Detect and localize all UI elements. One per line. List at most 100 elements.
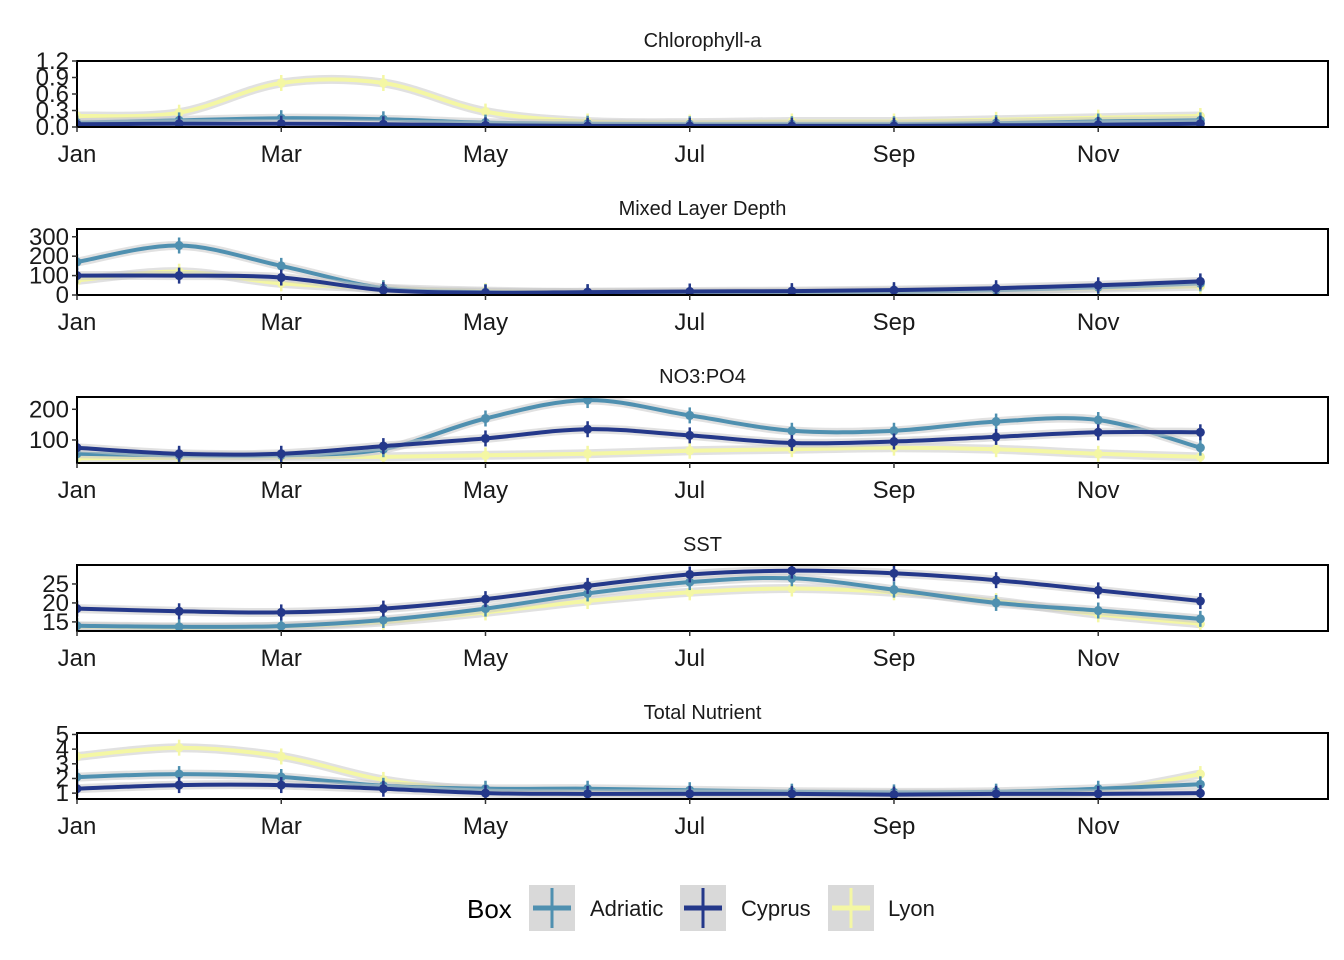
line-mixed-layer-depth-cyprus	[77, 273, 1201, 295]
legend-item-adriatic: Adriatic	[529, 885, 663, 931]
point-no3-po4-cyprus-8	[787, 438, 797, 448]
point-chlorophyll-a-cyprus-6	[583, 121, 593, 127]
point-chlorophyll-a-lyon-4	[378, 78, 388, 88]
panel-title-total-nutrient: Total Nutrient	[644, 702, 762, 724]
point-sst-cyprus-4	[378, 604, 388, 614]
point-total-nutrient-lyon-3	[276, 751, 286, 761]
point-total-nutrient-cyprus-10	[991, 789, 1001, 799]
point-chlorophyll-a-cyprus-7	[685, 121, 695, 127]
point-mixed-layer-depth-cyprus-6	[583, 287, 593, 295]
point-total-nutrient-lyon-2	[174, 743, 184, 753]
x-tick-label-chlorophyll-a: Nov	[1077, 141, 1120, 168]
point-sst-cyprus-7	[685, 569, 695, 579]
plot-area-sst	[77, 565, 1205, 631]
y-tick-label-no3-po4: 200	[29, 396, 69, 423]
legend: Box Adriatic Cyprus Lyon	[467, 885, 935, 931]
panel-border-total-nutrient	[76, 732, 1329, 800]
point-no3-po4-adriatic-6	[583, 397, 593, 405]
point-total-nutrient-adriatic-12	[1195, 779, 1205, 789]
panel-title-no3-po4: NO3:PO4	[659, 366, 746, 388]
point-mixed-layer-depth-cyprus-5	[480, 288, 490, 295]
point-sst-cyprus-3	[276, 607, 286, 617]
point-sst-cyprus-9	[889, 568, 899, 578]
x-tick-label-chlorophyll-a: Sep	[873, 141, 916, 168]
point-chlorophyll-a-cyprus-11	[1093, 120, 1103, 127]
point-sst-cyprus-12	[1195, 596, 1205, 606]
panel-title-mixed-layer-depth: Mixed Layer Depth	[619, 198, 787, 220]
x-tick-label-chlorophyll-a: Mar	[261, 141, 302, 168]
point-total-nutrient-cyprus-7	[685, 789, 695, 799]
legend-label-adriatic: Adriatic	[590, 896, 663, 921]
y-tick-label-total-nutrient: 4	[56, 736, 69, 763]
point-total-nutrient-cyprus-1	[77, 784, 82, 794]
y-tick-label-no3-po4: 100	[29, 427, 69, 454]
x-tick-label-total-nutrient: Nov	[1077, 813, 1120, 840]
y-tick-label-mixed-layer-depth: 0	[56, 282, 69, 309]
point-sst-adriatic-9	[889, 585, 899, 595]
point-mixed-layer-depth-cyprus-12	[1195, 276, 1205, 286]
point-no3-po4-cyprus-1	[77, 443, 82, 453]
point-total-nutrient-lyon-1	[77, 751, 82, 761]
point-no3-po4-adriatic-12	[1195, 443, 1205, 453]
point-total-nutrient-adriatic-2	[174, 769, 184, 779]
x-tick-label-no3-po4: Jan	[58, 477, 97, 504]
point-total-nutrient-cyprus-6	[583, 789, 593, 799]
point-no3-po4-adriatic-9	[889, 426, 899, 436]
y-tick-label-chlorophyll-a: 0.9	[36, 65, 69, 92]
x-tick-label-total-nutrient: Sep	[873, 813, 916, 840]
point-no3-po4-adriatic-11	[1093, 415, 1103, 425]
x-tick-label-total-nutrient: Jul	[674, 813, 705, 840]
legend-label-lyon: Lyon	[888, 896, 935, 921]
point-no3-po4-lyon-7	[685, 446, 695, 456]
point-chlorophyll-a-cyprus-12	[1195, 119, 1205, 127]
point-mixed-layer-depth-cyprus-7	[685, 287, 695, 295]
point-sst-adriatic-4	[378, 615, 388, 625]
y-tick-label-chlorophyll-a: 0.0	[36, 114, 69, 141]
point-no3-po4-cyprus-3	[276, 449, 286, 459]
x-tick-label-mixed-layer-depth: Nov	[1077, 309, 1120, 336]
point-total-nutrient-cyprus-2	[174, 780, 184, 790]
point-mixed-layer-depth-adriatic-1	[77, 257, 82, 267]
point-mixed-layer-depth-adriatic-3	[276, 261, 286, 271]
point-sst-adriatic-5	[480, 604, 490, 614]
point-total-nutrient-cyprus-8	[787, 789, 797, 799]
x-tick-label-mixed-layer-depth: May	[463, 309, 508, 336]
x-tick-label-no3-po4: Jul	[674, 477, 705, 504]
y-tick-label-mixed-layer-depth: 100	[29, 263, 69, 290]
point-mixed-layer-depth-cyprus-9	[889, 285, 899, 295]
point-no3-po4-adriatic-5	[480, 413, 490, 423]
plot-area-no3-po4	[77, 397, 1205, 463]
point-no3-po4-cyprus-2	[174, 449, 184, 459]
point-sst-cyprus-1	[77, 604, 82, 614]
point-sst-adriatic-11	[1093, 606, 1103, 616]
legend-item-lyon: Lyon	[828, 885, 935, 931]
y-tick-label-chlorophyll-a: 0.6	[36, 81, 69, 108]
point-no3-po4-cyprus-4	[378, 441, 388, 451]
line-total-nutrient-cyprus	[77, 782, 1201, 797]
panels: Chlorophyll-a 0.00.30.60.91.2 Jan Mar May Jul…	[29, 30, 1329, 840]
x-tick-label-mixed-layer-depth: Jan	[58, 309, 97, 336]
point-sst-cyprus-11	[1093, 585, 1103, 595]
y-tick-label-mixed-layer-depth: 300	[29, 224, 69, 251]
point-no3-po4-cyprus-11	[1093, 427, 1103, 437]
plot-area-total-nutrient	[77, 739, 1205, 799]
point-total-nutrient-cyprus-4	[378, 784, 388, 794]
point-no3-po4-lyon-5	[480, 450, 490, 460]
point-chlorophyll-a-cyprus-4	[378, 119, 388, 127]
x-tick-label-no3-po4: Mar	[261, 477, 302, 504]
point-no3-po4-lyon-12	[1195, 452, 1205, 462]
x-tick-label-chlorophyll-a: Jul	[674, 141, 705, 168]
point-sst-lyon-7	[685, 587, 695, 597]
legend-label-cyprus: Cyprus	[741, 896, 811, 921]
point-sst-cyprus-2	[174, 606, 184, 616]
x-tick-label-no3-po4: Nov	[1077, 477, 1120, 504]
point-chlorophyll-a-cyprus-1	[77, 119, 82, 127]
y-tick-label-total-nutrient: 2	[56, 765, 69, 792]
legend-title: Box	[467, 894, 512, 924]
point-sst-adriatic-12	[1195, 614, 1205, 624]
point-sst-lyon-8	[787, 584, 797, 594]
point-no3-po4-cyprus-7	[685, 430, 695, 440]
line-no3-po4-cyprus	[77, 427, 1201, 457]
point-chlorophyll-a-cyprus-8	[787, 121, 797, 127]
